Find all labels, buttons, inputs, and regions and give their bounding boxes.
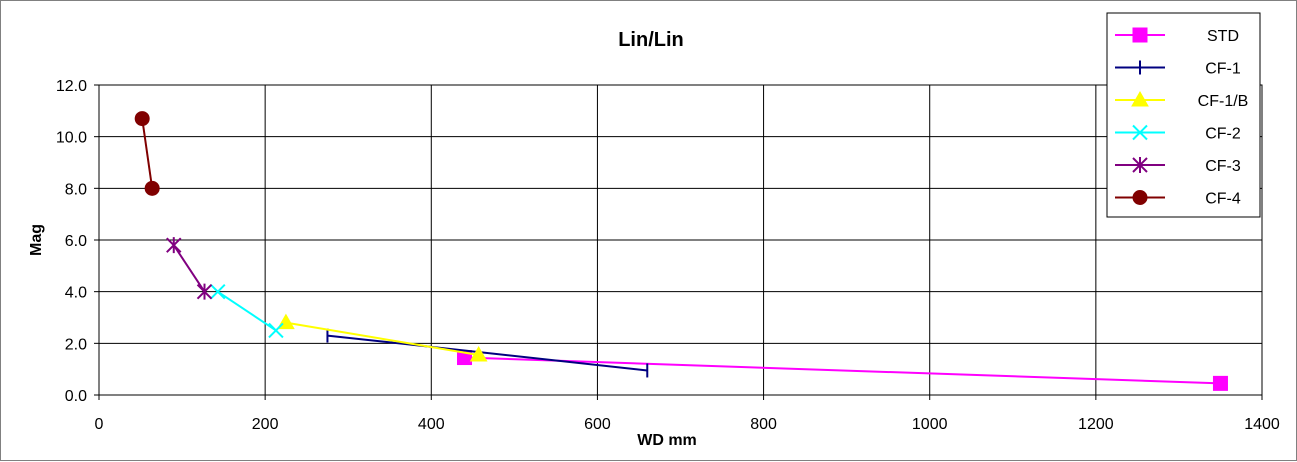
data-point (1212, 375, 1228, 391)
x-tick-label: 200 (252, 416, 279, 433)
legend-box (1106, 12, 1261, 218)
x-tick-label: 600 (584, 416, 611, 433)
series-line (285, 321, 479, 356)
x-axis-title: WD mm (637, 432, 697, 449)
legend-item: CF-1 (1115, 60, 1241, 78)
data-point (210, 283, 226, 300)
data-point (134, 111, 150, 127)
legend-item: CF-2 (1115, 124, 1241, 143)
x-tick-label: 1000 (912, 416, 948, 433)
x-tick-label: 0 (95, 416, 104, 433)
x-marker (268, 322, 284, 339)
series-layer (134, 111, 1228, 391)
series-line (217, 290, 277, 332)
y-axis: 0.0 2.0 4.0 6.0 8.0 10.0 12.0 (56, 78, 99, 405)
circle-marker (1132, 190, 1148, 205)
x-tick-label: 800 (750, 416, 777, 433)
data-point (268, 322, 284, 339)
legend-label: CF-1 (1205, 61, 1241, 78)
legend-label: CF-2 (1205, 126, 1241, 143)
asterisk-marker (166, 237, 182, 254)
x-tick-label: 1200 (1078, 416, 1114, 433)
data-point (144, 180, 160, 196)
triangle-marker (469, 345, 488, 362)
series-line (172, 244, 206, 293)
asterisk-marker (1132, 157, 1148, 173)
chart-title: Lin/Lin (618, 29, 684, 51)
circle-marker (134, 111, 150, 127)
series-cf-2 (210, 283, 284, 339)
y-tick-label: 0.0 (65, 388, 87, 405)
legend-label: STD (1207, 28, 1239, 45)
y-tick-label: 8.0 (65, 181, 87, 198)
square-marker (1132, 27, 1148, 43)
x-tick-label: 400 (418, 416, 445, 433)
legend-item: CF-1/B (1115, 90, 1249, 110)
series-line (141, 118, 154, 189)
y-axis-title: Mag (28, 224, 45, 256)
series-line (327, 334, 648, 372)
x-marker (210, 283, 226, 300)
legend-item: STD (1115, 27, 1239, 45)
legend-label: CF-1/B (1198, 93, 1249, 110)
legend-label: CF-3 (1205, 158, 1241, 175)
square-marker (1212, 375, 1228, 391)
legend-item: CF-3 (1115, 157, 1241, 175)
y-tick-label: 6.0 (65, 233, 87, 250)
legend-marker (1132, 27, 1148, 43)
asterisk-marker (196, 283, 213, 300)
y-tick-label: 2.0 (65, 336, 87, 353)
x-axis: 0 200 400 600 800 1000 1200 1400 (95, 395, 1280, 433)
legend-marker (1132, 124, 1148, 141)
y-tick-label: 4.0 (65, 285, 87, 302)
legend-marker (1132, 157, 1148, 173)
series-cf-4 (134, 111, 160, 196)
triangle-marker (1131, 90, 1149, 107)
data-point (469, 345, 488, 362)
legend-marker (1132, 190, 1148, 205)
series-line (464, 356, 1221, 385)
y-tick-label: 10.0 (56, 130, 87, 147)
series-cf-1 (326, 328, 649, 378)
legend-label: CF-4 (1205, 191, 1241, 208)
legend-marker (1131, 90, 1149, 107)
circle-marker (144, 180, 160, 196)
series-cf-3 (166, 237, 213, 300)
y-tick-label: 12.0 (56, 78, 87, 95)
data-point (196, 283, 213, 300)
x-marker (1132, 124, 1148, 141)
legend: STD CF-1 CF-1/B CF-2 CF-3 CF-4 (1106, 12, 1261, 218)
data-point (166, 237, 182, 254)
legend-item: CF-4 (1115, 190, 1241, 208)
x-tick-label: 1400 (1244, 416, 1280, 433)
